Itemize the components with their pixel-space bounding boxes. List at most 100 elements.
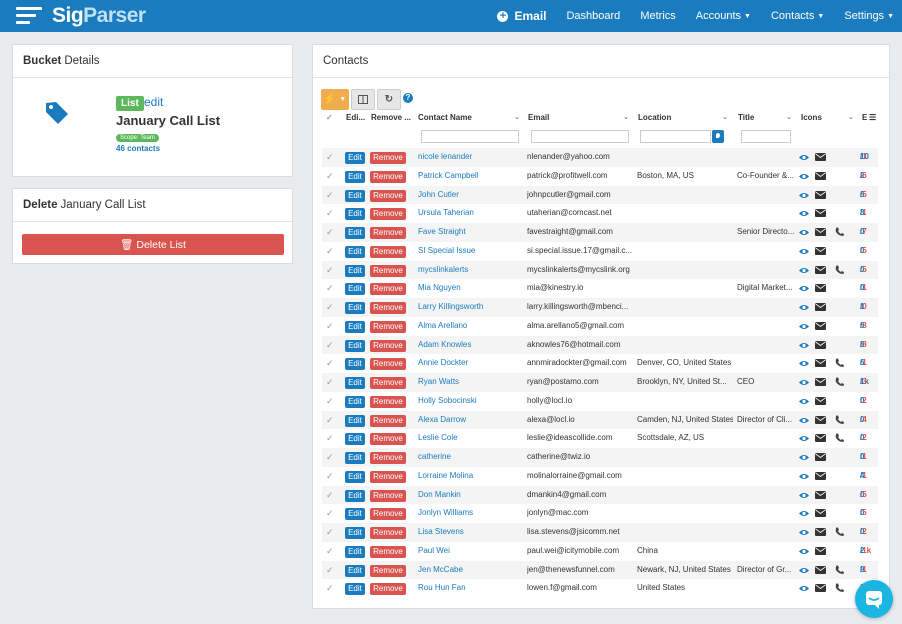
- row-check-icon[interactable]: ✓: [326, 320, 334, 331]
- eye-icon[interactable]: [799, 529, 809, 536]
- remove-row-button[interactable]: Remove: [370, 320, 406, 333]
- edit-row-button[interactable]: Edit: [345, 564, 365, 577]
- row-check-icon[interactable]: ✓: [326, 452, 334, 462]
- eye-icon[interactable]: [799, 173, 809, 180]
- header-edit[interactable]: Edi...: [346, 113, 366, 122]
- row-check-icon[interactable]: ✓: [326, 302, 334, 312]
- remove-row-button[interactable]: Remove: [370, 545, 406, 558]
- table-row[interactable]: ✓ Edit Remove Don Mankin dmankin4@gmail.com 0…: [322, 485, 878, 505]
- envelope-icon[interactable]: [815, 340, 826, 349]
- brand-logo[interactable]: SigParser: [16, 4, 146, 28]
- table-row[interactable]: ✓ Edit Remove Jen McCabe jen@thenewsfunnel.c…: [322, 560, 878, 580]
- eye-icon[interactable]: [799, 379, 809, 386]
- edit-row-button[interactable]: Edit: [345, 414, 365, 427]
- row-check-icon[interactable]: ✓: [326, 208, 334, 219]
- edit-row-button[interactable]: Edit: [345, 470, 365, 483]
- remove-row-button[interactable]: Remove: [370, 264, 406, 277]
- remove-row-button[interactable]: Remove: [370, 414, 406, 427]
- phone-icon[interactable]: [835, 527, 844, 537]
- contact-name-link[interactable]: Ryan Watts: [418, 377, 460, 386]
- edit-row-button[interactable]: Edit: [345, 189, 365, 202]
- row-check-icon[interactable]: ✓: [326, 433, 334, 444]
- eye-icon[interactable]: [799, 192, 809, 199]
- eye-icon[interactable]: [799, 492, 809, 499]
- table-row[interactable]: ✓ Edit Remove Lorraine Molina molinalorraine…: [322, 467, 878, 486]
- contact-name-link[interactable]: Fave Straight: [418, 227, 466, 236]
- edit-row-button[interactable]: Edit: [345, 489, 365, 502]
- phone-icon[interactable]: [835, 227, 844, 237]
- envelope-icon[interactable]: [815, 471, 826, 480]
- contact-name-link[interactable]: Leslie Cole: [418, 433, 458, 443]
- table-row[interactable]: ✓ Edit Remove Jonlyn Williams jonlyn@mac.com…: [322, 504, 878, 523]
- row-check-icon[interactable]: ✓: [326, 564, 334, 575]
- envelope-icon[interactable]: [815, 284, 826, 293]
- envelope-icon[interactable]: [815, 265, 826, 274]
- envelope-icon[interactable]: [815, 490, 826, 499]
- eye-icon[interactable]: [799, 585, 809, 592]
- edit-row-button[interactable]: Edit: [345, 508, 365, 521]
- phone-icon[interactable]: [835, 565, 844, 575]
- table-row[interactable]: ✓ Edit Remove Mia Nguyen mia@kinestry.io Digi…: [322, 279, 878, 298]
- edit-row-button[interactable]: Edit: [345, 452, 365, 464]
- table-row[interactable]: ✓ Edit Remove Holly Sobocinski holly@locl.io…: [322, 392, 878, 411]
- row-check-icon[interactable]: ✓: [326, 508, 334, 519]
- row-check-icon[interactable]: ✓: [326, 283, 334, 294]
- remove-row-button[interactable]: Remove: [370, 208, 406, 221]
- contact-name-link[interactable]: SI Special Issue: [418, 245, 476, 255]
- table-row[interactable]: ✓ Edit Remove catherine catherine@twiz.io 0 /…: [322, 448, 878, 467]
- edit-row-button[interactable]: Edit: [345, 433, 365, 446]
- envelope-icon[interactable]: [815, 509, 826, 518]
- remove-row-button[interactable]: Remove: [370, 170, 406, 183]
- contacts-count-link[interactable]: 46 contacts: [116, 144, 161, 153]
- title-filter-input[interactable]: [741, 130, 791, 143]
- remove-row-button[interactable]: Remove: [370, 564, 406, 577]
- remove-row-button[interactable]: Remove: [370, 489, 406, 502]
- envelope-icon[interactable]: [815, 565, 826, 574]
- table-row[interactable]: ✓ Edit Remove Fave Straight favestraight@gma…: [322, 223, 878, 242]
- row-check-icon[interactable]: ✓: [326, 358, 334, 369]
- remove-row-button[interactable]: Remove: [370, 433, 406, 446]
- chevron-down-icon[interactable]: ⌄: [848, 114, 854, 121]
- edit-row-button[interactable]: Edit: [345, 152, 365, 164]
- envelope-icon[interactable]: [815, 209, 826, 218]
- contact-name-link[interactable]: Larry Killingsworth: [418, 302, 484, 311]
- edit-row-button[interactable]: Edit: [345, 245, 365, 258]
- contact-name-link[interactable]: John Cutler: [418, 189, 459, 199]
- header-icons[interactable]: Icons: [801, 113, 822, 122]
- table-row[interactable]: ✓ Edit Remove Patrick Campbell patrick@profi…: [322, 167, 878, 186]
- eye-icon[interactable]: [799, 510, 809, 517]
- remove-row-button[interactable]: Remove: [370, 527, 406, 539]
- remove-row-button[interactable]: Remove: [370, 508, 406, 521]
- edit-row-button[interactable]: Edit: [345, 170, 365, 183]
- remove-row-button[interactable]: Remove: [370, 583, 406, 596]
- row-check-icon[interactable]: ✓: [326, 245, 334, 256]
- nav-contacts[interactable]: Contacts ▼: [770, 10, 825, 22]
- eye-icon[interactable]: [799, 304, 809, 311]
- refresh-button[interactable]: ↻: [377, 89, 401, 110]
- location-filter-input[interactable]: [640, 130, 711, 143]
- actions-dropdown-button[interactable]: ⚡ ▼: [321, 89, 349, 110]
- envelope-icon[interactable]: [815, 396, 826, 405]
- header-extra[interactable]: E: [862, 113, 868, 122]
- remove-row-button[interactable]: Remove: [370, 377, 406, 389]
- envelope-icon[interactable]: [815, 359, 826, 368]
- name-filter-input[interactable]: [421, 130, 519, 143]
- table-row[interactable]: ✓ Edit Remove Annie Dockter annmiradockter@g…: [322, 354, 878, 373]
- phone-icon[interactable]: [835, 415, 844, 425]
- edit-row-button[interactable]: Edit: [345, 283, 365, 296]
- contact-name-link[interactable]: Mia Nguyen: [418, 283, 461, 293]
- eye-icon[interactable]: [799, 267, 809, 274]
- table-row[interactable]: ✓ Edit Remove mycslinkalerts mycslinkalerts@…: [322, 260, 878, 280]
- phone-icon[interactable]: [835, 358, 844, 368]
- envelope-icon[interactable]: [815, 228, 826, 236]
- envelope-icon[interactable]: [815, 246, 826, 255]
- header-remove[interactable]: Remove ...: [371, 113, 412, 122]
- table-row[interactable]: ✓ Edit Remove nicole lenander nlenander@yaho…: [322, 148, 878, 167]
- eye-icon[interactable]: [799, 360, 809, 367]
- row-check-icon[interactable]: ✓: [326, 489, 334, 500]
- row-check-icon[interactable]: ✓: [326, 189, 334, 200]
- contact-name-link[interactable]: Jen McCabe: [418, 564, 463, 574]
- contact-name-link[interactable]: Paul Wei: [418, 545, 450, 555]
- envelope-icon[interactable]: [815, 415, 826, 424]
- help-icon[interactable]: ?: [403, 93, 413, 103]
